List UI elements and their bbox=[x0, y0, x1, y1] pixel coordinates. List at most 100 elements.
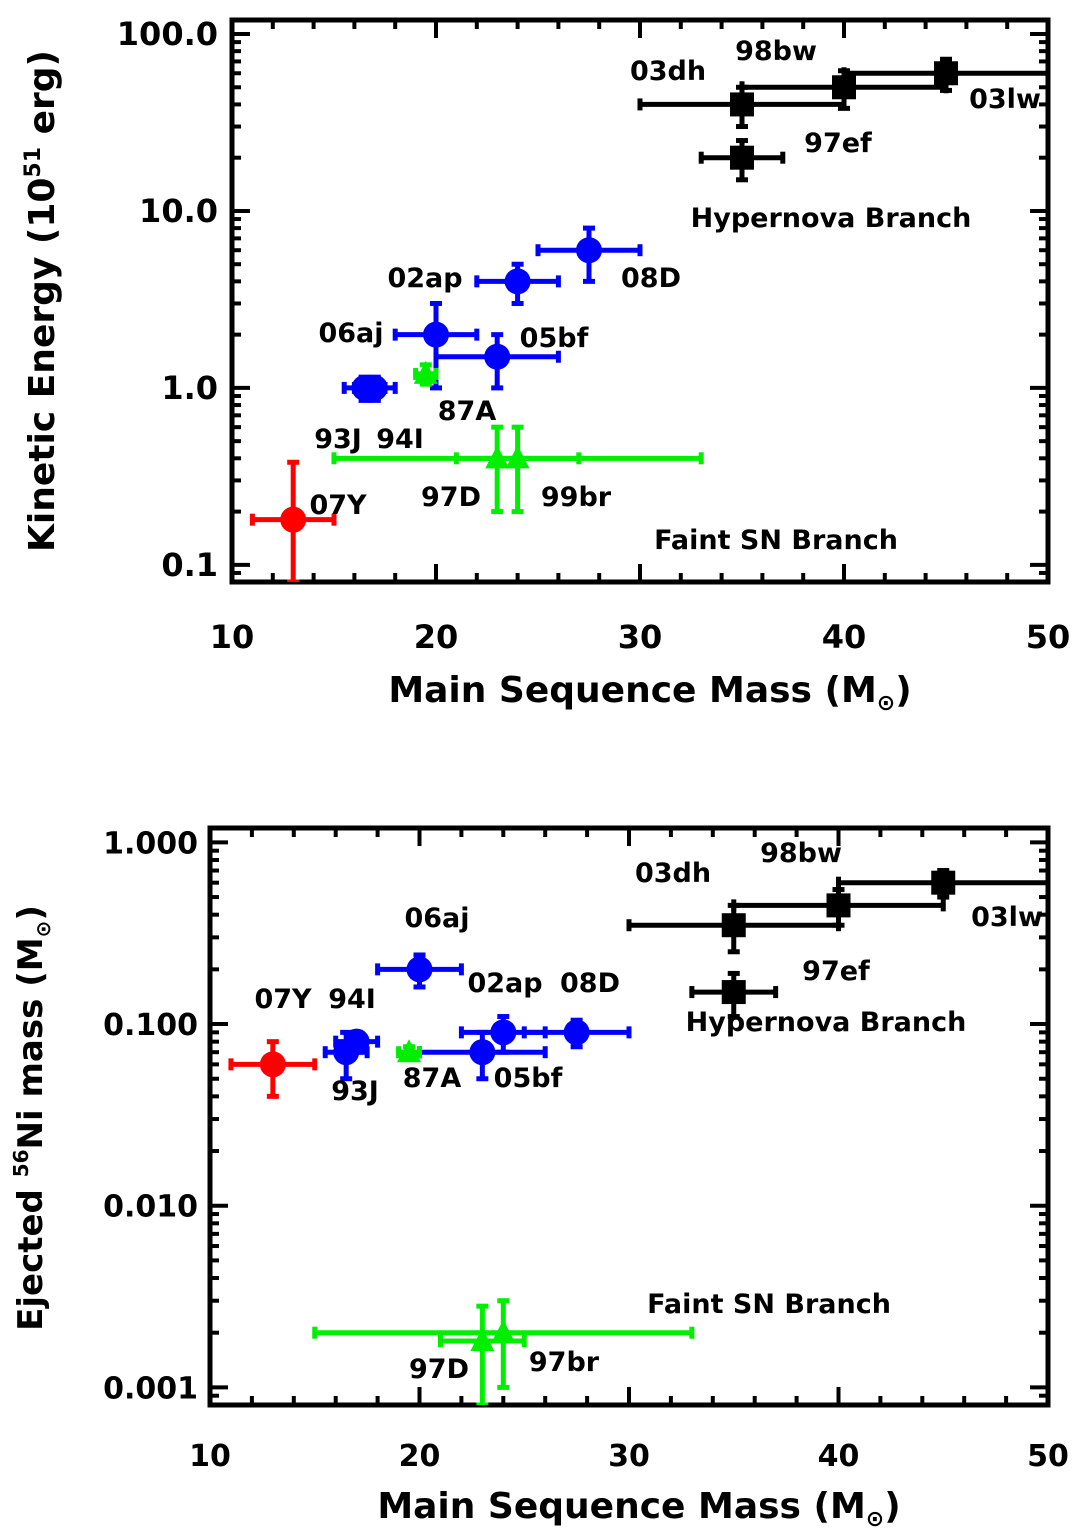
circle-marker bbox=[490, 1019, 517, 1046]
y-axis-title-close: ) bbox=[11, 905, 51, 921]
point-label: 03dh bbox=[630, 56, 706, 87]
circle-marker bbox=[259, 1051, 286, 1078]
x-axis-title-sub: ⊙ bbox=[877, 691, 895, 716]
y-axis-title-sub: ⊙ bbox=[31, 921, 55, 938]
x-ticks bbox=[208, 828, 1050, 1405]
y-tick-label: 1.0 bbox=[161, 369, 218, 407]
point-label: 99br bbox=[541, 482, 612, 513]
y-tick-label: 0.100 bbox=[103, 1008, 198, 1043]
point-label: 06aj bbox=[318, 318, 383, 349]
data-point-94i bbox=[351, 374, 398, 403]
square-marker bbox=[826, 893, 851, 918]
x-tick-label: 10 bbox=[189, 1439, 231, 1474]
x-tick-label: 20 bbox=[399, 1439, 441, 1474]
x-tick-label: 40 bbox=[822, 618, 867, 656]
circle-marker bbox=[343, 1028, 370, 1055]
square-marker bbox=[721, 913, 746, 938]
y-tick-label: 0.001 bbox=[103, 1371, 198, 1406]
circle-marker bbox=[280, 506, 307, 533]
point-label: 02ap bbox=[467, 968, 542, 999]
y-axis-title-main: Ni mass (M bbox=[11, 937, 51, 1149]
panel-kinetic-energy: 10 20 30 40 50 0.1 1.0 10.0 100.0 Main Sequence M… bbox=[21, 15, 1070, 716]
triangle-marker bbox=[470, 1328, 495, 1352]
triangle-marker bbox=[413, 360, 438, 384]
point-label: 07Y bbox=[309, 490, 367, 521]
point-label: 07Y bbox=[254, 984, 312, 1015]
data-point-87a bbox=[413, 360, 439, 387]
data-point-08d bbox=[521, 1017, 632, 1050]
circle-marker bbox=[484, 343, 511, 370]
point-label: 97ef bbox=[804, 128, 872, 159]
x-tick-label: 30 bbox=[608, 1439, 650, 1474]
x-tick-label: 40 bbox=[818, 1439, 860, 1474]
data-point-06aj bbox=[392, 300, 480, 391]
point-label: 97D bbox=[421, 482, 481, 513]
point-label: 02ap bbox=[387, 263, 462, 294]
y-axis-title: Ejected 56Ni mass (M⊙) bbox=[9, 905, 55, 1331]
square-marker bbox=[934, 61, 958, 86]
data-point-05bf bbox=[433, 332, 561, 391]
y-axis-title-main: Kinetic Energy (10 bbox=[22, 178, 63, 552]
data-point-02ap bbox=[474, 261, 561, 306]
x-tick-label: 50 bbox=[1026, 618, 1071, 656]
square-marker bbox=[832, 75, 856, 100]
data-points bbox=[228, 868, 1048, 1405]
y-tick-label: 100.0 bbox=[117, 15, 218, 53]
square-marker bbox=[730, 145, 754, 170]
x-axis-title: Main Sequence Mass (M⊙) bbox=[388, 670, 911, 716]
y-tick-label: 10.0 bbox=[139, 192, 218, 230]
branch-annotation: Hypernova Branch bbox=[686, 1007, 967, 1038]
data-point-98bw bbox=[731, 887, 946, 928]
triangle-marker bbox=[491, 1319, 516, 1343]
x-axis-title: Main Sequence Mass (M⊙) bbox=[377, 1486, 900, 1528]
branch-annotation: Faint SN Branch bbox=[654, 525, 898, 556]
x-axis-title-close: ) bbox=[895, 670, 911, 711]
point-label: 05bf bbox=[520, 323, 589, 354]
data-point-99br bbox=[453, 424, 582, 515]
square-marker bbox=[730, 92, 754, 117]
data-point-07y bbox=[228, 1039, 318, 1099]
circle-marker bbox=[406, 956, 433, 983]
point-label: 87A bbox=[438, 396, 497, 427]
data-point-07y bbox=[249, 459, 337, 582]
branch-annotation: Faint SN Branch bbox=[647, 1289, 891, 1320]
x-tick-label: 10 bbox=[210, 618, 255, 656]
square-marker bbox=[931, 870, 956, 895]
data-point-03lw bbox=[836, 868, 1048, 900]
y-axis-title-close: erg) bbox=[22, 50, 63, 147]
panel-nickel-mass: 10 20 30 40 50 0.001 0.010 0.100 1.000 Main Seque… bbox=[9, 825, 1069, 1528]
data-point-06aj bbox=[375, 952, 464, 990]
x-axis-title-main: Main Sequence Mass (M bbox=[388, 670, 876, 711]
data-points bbox=[249, 56, 1048, 582]
data-point-08d bbox=[535, 225, 643, 284]
branch-annotation: Hypernova Branch bbox=[691, 203, 972, 234]
data-point-03lw bbox=[841, 56, 1048, 93]
y-tick-label: 1.000 bbox=[103, 826, 198, 861]
data-point-97br bbox=[312, 1298, 695, 1390]
point-label: 03lw bbox=[969, 84, 1041, 115]
point-label: 97br bbox=[529, 1347, 600, 1378]
data-point-03dh bbox=[626, 902, 841, 955]
x-axis-title-main: Main Sequence Mass (M bbox=[377, 1486, 865, 1527]
data-point-94i bbox=[333, 1028, 381, 1055]
point-label: 98bw bbox=[760, 838, 842, 869]
x-axis-title-sub: ⊙ bbox=[866, 1507, 884, 1528]
data-point-97ef bbox=[689, 970, 779, 1020]
triangle-marker bbox=[505, 445, 530, 469]
point-label: 94I bbox=[376, 424, 424, 455]
y-axis-title-sup: 56 bbox=[9, 1149, 33, 1177]
data-point-87a bbox=[396, 1039, 422, 1063]
circle-marker bbox=[469, 1039, 496, 1066]
data-point-03dh bbox=[637, 84, 847, 130]
point-label: 98bw bbox=[735, 36, 817, 67]
square-marker bbox=[721, 980, 746, 1005]
triangle-marker bbox=[397, 1039, 422, 1063]
y-tick-label: 0.1 bbox=[161, 546, 218, 584]
y-tick-label: 0.010 bbox=[103, 1190, 198, 1225]
x-ticks bbox=[230, 20, 1050, 582]
y-axis-title: Kinetic Energy (1051 erg) bbox=[21, 50, 63, 552]
y-ticks bbox=[210, 840, 1048, 1407]
circle-marker bbox=[576, 237, 602, 264]
